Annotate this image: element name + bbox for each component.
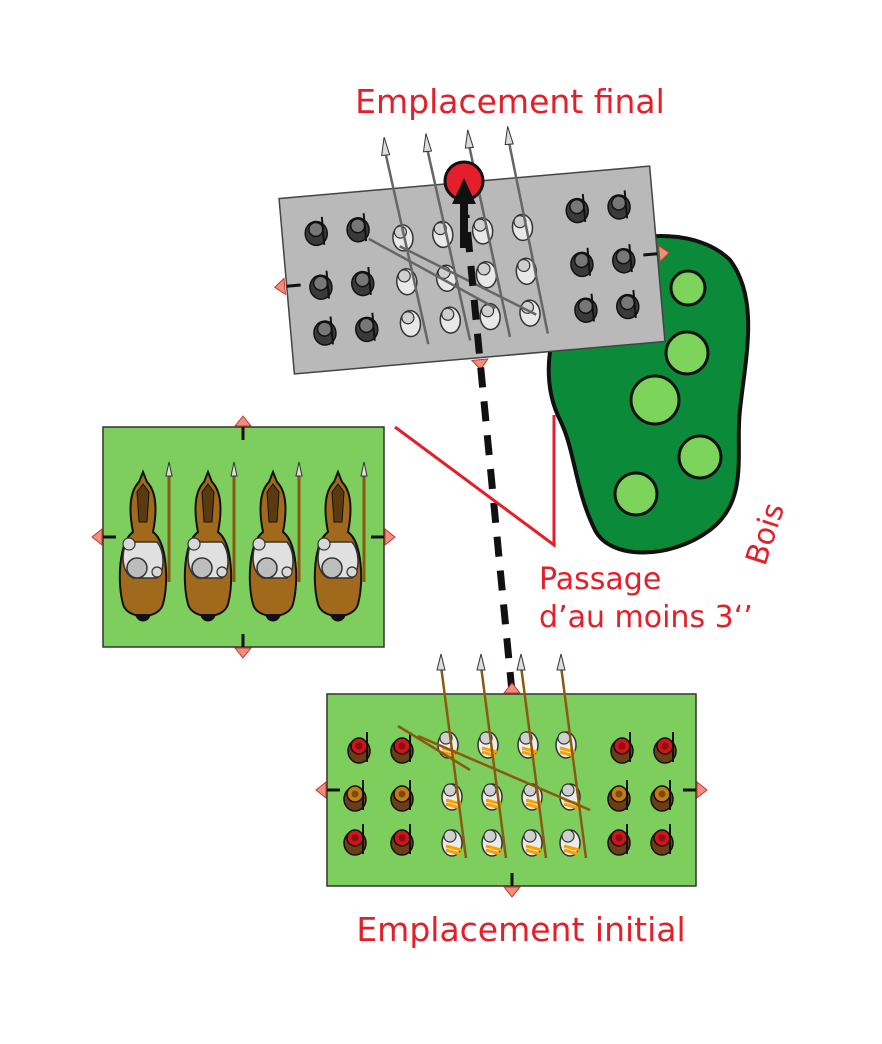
cavalry-unit [91,415,396,659]
movement-path [443,160,516,693]
move-arrow-icon [452,178,476,248]
tree-icon [664,330,710,376]
passage-label-line2: d’au moins 3‘’ [539,600,753,635]
tree-icon [677,434,723,480]
wood-label: Bois [739,499,792,570]
tree-icon [613,471,659,517]
passage-label-line1: Passage [539,562,661,597]
passage-indicator [394,415,556,548]
tree-icon [669,269,707,307]
final-position-label: Emplacement final [355,82,665,121]
initial-position-unit [315,653,708,898]
tree-icon [629,374,681,426]
initial-position-label: Emplacement initial [356,910,685,949]
